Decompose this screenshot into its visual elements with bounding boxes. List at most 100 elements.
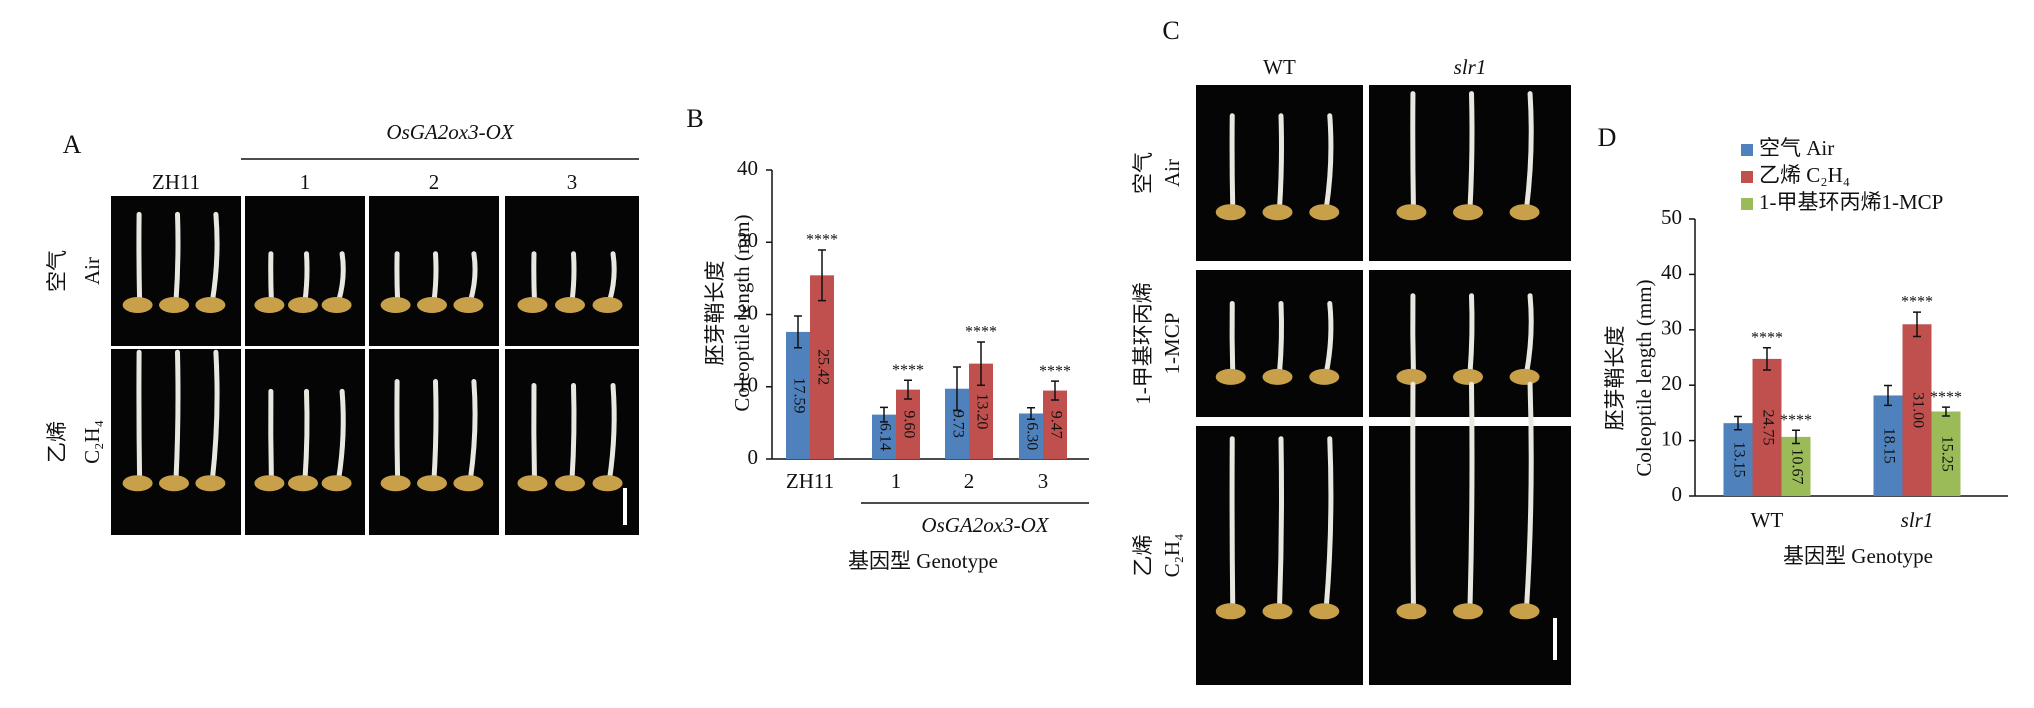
legend-swatch: [1741, 171, 1753, 183]
shoot: [173, 211, 181, 304]
significance: ****: [806, 232, 838, 249]
row-label: 空气: [1131, 152, 1155, 194]
shoot: [531, 382, 537, 482]
shoot: [1323, 113, 1334, 211]
y-tick-label: 0: [748, 445, 759, 469]
y-axis-label: Coleoptile length (mm): [730, 214, 754, 411]
significance: ****: [1930, 389, 1962, 406]
shoot: [1524, 381, 1534, 610]
seed: [195, 297, 226, 313]
y-tick-label: 20: [1661, 371, 1682, 395]
column-label: ZH11: [152, 170, 200, 194]
error-bar: [1763, 347, 1771, 371]
x-axis-label: 基因型 Genotype: [1783, 544, 1933, 568]
error-bar: [880, 406, 888, 423]
shoot: [467, 379, 478, 482]
shoot: [1229, 300, 1236, 376]
shoot: [431, 379, 439, 482]
seed: [1509, 368, 1540, 385]
bar: [1902, 324, 1932, 496]
bar: [786, 331, 810, 459]
x-tick-label: WT: [1751, 508, 1784, 532]
error-bar: [904, 379, 912, 400]
legend-swatch: [1741, 144, 1753, 156]
legend-swatch: [1741, 198, 1753, 210]
seed: [417, 297, 447, 313]
bar: [1931, 411, 1961, 496]
seed: [517, 475, 548, 492]
seed: [453, 297, 484, 313]
value-label: 9.47: [1047, 411, 1064, 439]
x-tick-label: 1: [891, 469, 902, 493]
seed: [122, 475, 153, 492]
x-tick-label: 3: [1038, 469, 1049, 493]
shoot: [268, 251, 274, 304]
seed: [1215, 368, 1246, 385]
x-tick-label: ZH11: [786, 469, 834, 493]
value-label: 17.59: [790, 377, 807, 413]
y-tick-label: 40: [737, 156, 758, 180]
seed: [1453, 368, 1483, 385]
legend-label: 空气 Air: [1759, 136, 1834, 160]
seed: [321, 297, 352, 313]
bar: [1873, 395, 1903, 496]
y-axis-label: Coleoptile length (mm): [1632, 279, 1656, 476]
value-label: 6.30: [1023, 422, 1040, 450]
shoot: [1410, 381, 1416, 610]
shoot: [1229, 436, 1236, 610]
legend-label: 1-甲基环丙烯1-MCP: [1759, 190, 1943, 214]
y-axis-label: 胚芽鞘长度: [1603, 326, 1627, 431]
seed: [380, 297, 411, 313]
seed: [1396, 204, 1427, 221]
error-bar: [1027, 406, 1035, 421]
y-tick-label: 50: [1661, 205, 1682, 229]
error-bar: [1792, 429, 1800, 445]
y-tick-label: 0: [1672, 482, 1683, 506]
value-label: 13.15: [1730, 442, 1747, 478]
seed: [288, 475, 318, 492]
shoot: [302, 251, 310, 304]
seed: [321, 475, 352, 492]
x-tick-label: slr1: [1901, 508, 1934, 532]
shoot: [394, 251, 401, 304]
bar: [1723, 423, 1753, 496]
significance: ****: [1901, 294, 1933, 311]
shoot: [173, 349, 181, 482]
seed: [1453, 603, 1483, 620]
significance: ****: [1780, 412, 1812, 429]
shoot: [1323, 436, 1334, 610]
shoot: [1277, 436, 1284, 610]
error-bar: [953, 366, 961, 412]
row-label: C₂H₄: [80, 420, 104, 464]
x-tick-label: 2: [964, 469, 975, 493]
y-tick-label: 30: [1661, 316, 1682, 340]
seed: [1262, 603, 1293, 620]
seed: [417, 475, 447, 492]
seed: [453, 475, 484, 492]
shoot: [1467, 293, 1475, 376]
significance: ****: [892, 362, 924, 379]
seed: [195, 475, 226, 492]
shoot: [136, 211, 143, 304]
significance: ****: [965, 324, 997, 341]
shoot: [1467, 381, 1475, 610]
value-label: 15.25: [1938, 436, 1955, 472]
group-label: OsGA2ox3-OX: [921, 513, 1049, 537]
bar: [1019, 413, 1043, 459]
bar: [896, 389, 920, 459]
group-label: OsGA2ox3-OX: [386, 120, 514, 144]
y-tick-label: 10: [1661, 426, 1682, 450]
x-axis-label: 基因型 Genotype: [848, 549, 998, 573]
shoot: [1410, 91, 1416, 211]
shoot: [336, 388, 346, 482]
shoot: [467, 251, 478, 304]
seed: [122, 297, 153, 313]
shoot: [302, 388, 310, 482]
seed: [159, 475, 189, 492]
seed: [1215, 603, 1246, 620]
shoot: [569, 382, 577, 482]
value-label: 13.20: [973, 393, 990, 429]
shoot: [1277, 300, 1284, 376]
shoot: [569, 251, 577, 304]
